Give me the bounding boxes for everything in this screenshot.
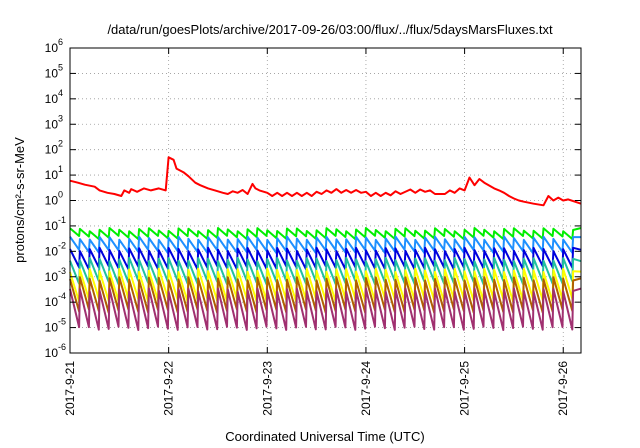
- y-tick-exponent: 6: [58, 37, 63, 47]
- y-tick-exponent: 0: [58, 190, 63, 200]
- x-tick-label: 2017-9-24: [359, 361, 373, 416]
- y-tick-label: 10: [45, 143, 59, 157]
- series-line-8: [69, 287, 582, 331]
- y-tick-label: 10: [45, 346, 59, 360]
- x-tick-label: 2017-9-26: [556, 361, 570, 416]
- y-tick-exponent: -3: [58, 266, 66, 276]
- y-tick-exponent: 2: [58, 139, 63, 149]
- y-tick-exponent: 4: [58, 88, 63, 98]
- y-tick-label: 10: [45, 168, 59, 182]
- y-tick-exponent: 5: [58, 62, 63, 72]
- x-tick-label: 2017-9-23: [260, 361, 274, 416]
- y-tick-exponent: -4: [58, 291, 66, 301]
- x-tick-label: 2017-9-21: [63, 361, 77, 416]
- y-tick-label: 10: [45, 321, 59, 335]
- y-tick-label: 10: [45, 244, 59, 258]
- y-tick-label: 10: [45, 66, 59, 80]
- y-tick-exponent: -1: [58, 215, 66, 225]
- x-tick-label: 2017-9-22: [162, 361, 176, 416]
- y-tick-exponent: -6: [58, 342, 66, 352]
- y-tick-label: 10: [45, 92, 59, 106]
- series-line-3: [69, 235, 581, 254]
- y-tick-label: 10: [45, 219, 59, 233]
- y-tick-exponent: -2: [58, 240, 66, 250]
- y-tick-label: 10: [45, 41, 59, 55]
- series-group: [69, 156, 582, 331]
- y-tick-label: 10: [45, 295, 59, 309]
- y-tick-exponent: 1: [58, 164, 63, 174]
- y-tick-exponent: -5: [58, 317, 66, 327]
- series-line-2: [69, 227, 582, 241]
- y-tick-exponent: 3: [58, 113, 63, 123]
- y-tick-label: 10: [45, 117, 59, 131]
- y-tick-label: 10: [45, 194, 59, 208]
- x-axis: 2017-9-21 2017-9-22 2017-9-23 2017-9-24 2017…: [63, 48, 570, 416]
- x-axis-label: Coordinated Universal Time (UTC): [225, 429, 424, 444]
- series-line-1: [69, 156, 582, 207]
- y-axis: 10 -610 -510 -410 -310 -210 -110 010 110 210 310 41…: [45, 37, 581, 360]
- y-tick-label: 10: [45, 270, 59, 284]
- y-axis-label: protons/cm²-s-sr-MeV: [12, 137, 27, 263]
- chart-title: /data/run/goesPlots/archive/2017-09-26/0…: [107, 22, 553, 37]
- x-tick-label: 2017-9-25: [458, 361, 472, 416]
